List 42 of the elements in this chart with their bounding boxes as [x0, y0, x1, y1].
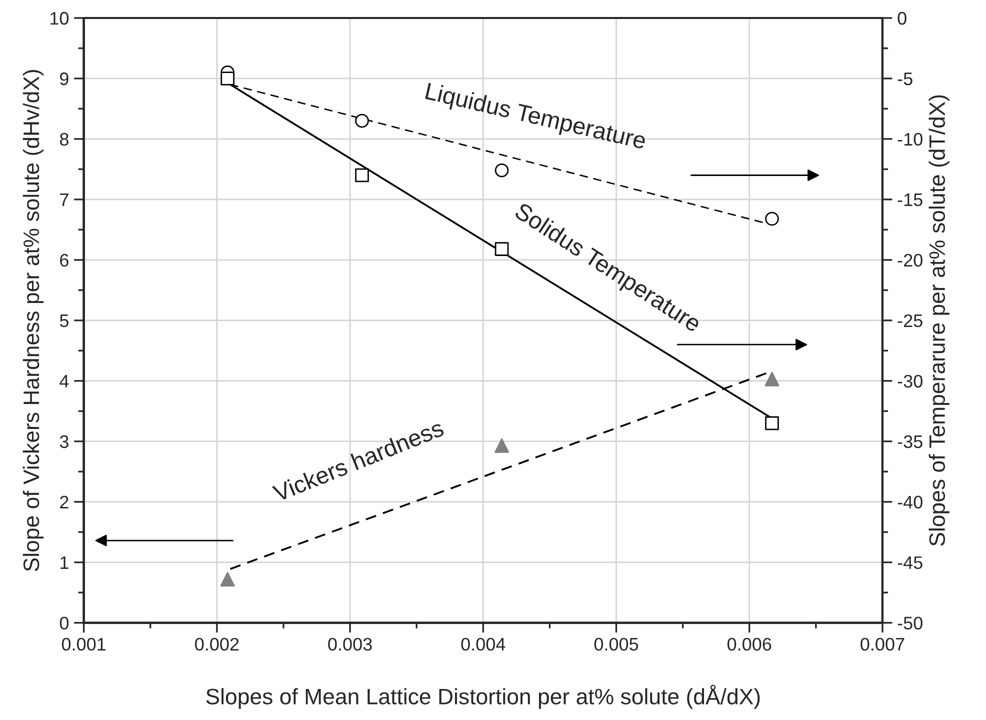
point — [220, 572, 235, 587]
y-axis-title: Slope of Vickers Hardness per at% solute (dHv/dX) — [22, 70, 44, 572]
point — [494, 164, 509, 178]
y-tick-label: 10 — [50, 12, 69, 25]
y2-tick-label: -5 — [898, 72, 912, 86]
point — [765, 416, 779, 430]
y-tick-label: 2 — [60, 496, 68, 508]
y2-tick-label: -15 — [898, 194, 922, 206]
point — [765, 212, 779, 226]
y-tick-label: 1 — [60, 556, 68, 569]
x-tick-label: 0.007 — [860, 638, 904, 651]
point — [764, 372, 780, 386]
y2-tick-label: -20 — [898, 254, 922, 267]
y-tick-label: 3 — [60, 435, 68, 448]
y-tick-label: 8 — [60, 132, 68, 146]
y-tick-label: 6 — [60, 254, 68, 267]
y-tick-label: 4 — [60, 375, 69, 388]
point — [355, 168, 369, 182]
x-tick-label: 0.004 — [461, 638, 506, 651]
y2-tick-label: -45 — [898, 556, 922, 570]
y2-tick-label: 0 — [898, 12, 906, 25]
y2-tick-label: -30 — [898, 374, 922, 388]
y-tick-label: 0 — [60, 616, 69, 630]
y2-axis-title: Slopes of Temperarure per at% solute (dT/dX) — [928, 95, 950, 546]
y2-tick-label: -40 — [898, 496, 922, 509]
point — [220, 72, 234, 86]
x-tick-label: 0.002 — [195, 638, 239, 651]
y2-tick-label: -10 — [898, 132, 922, 146]
x-axis-title: Slopes of Mean Lattice Distortion per at% solute (dÅ/dX) — [206, 684, 760, 709]
point — [355, 114, 369, 128]
y2-tick-label: -25 — [898, 314, 922, 328]
x-tick-label: 0.001 — [62, 638, 106, 651]
y-tick-label: 7 — [60, 194, 68, 206]
y2-tick-label: -50 — [898, 616, 922, 630]
x-tick-label: 0.003 — [328, 638, 372, 651]
y-tick-label: 5 — [60, 314, 68, 328]
x-tick-label: 0.005 — [594, 638, 638, 651]
x-tick-label: 0.006 — [727, 638, 772, 651]
y2-tick-label: -35 — [898, 435, 922, 448]
y-tick-label: 9 — [60, 72, 68, 86]
point — [494, 438, 510, 453]
point — [494, 242, 509, 256]
